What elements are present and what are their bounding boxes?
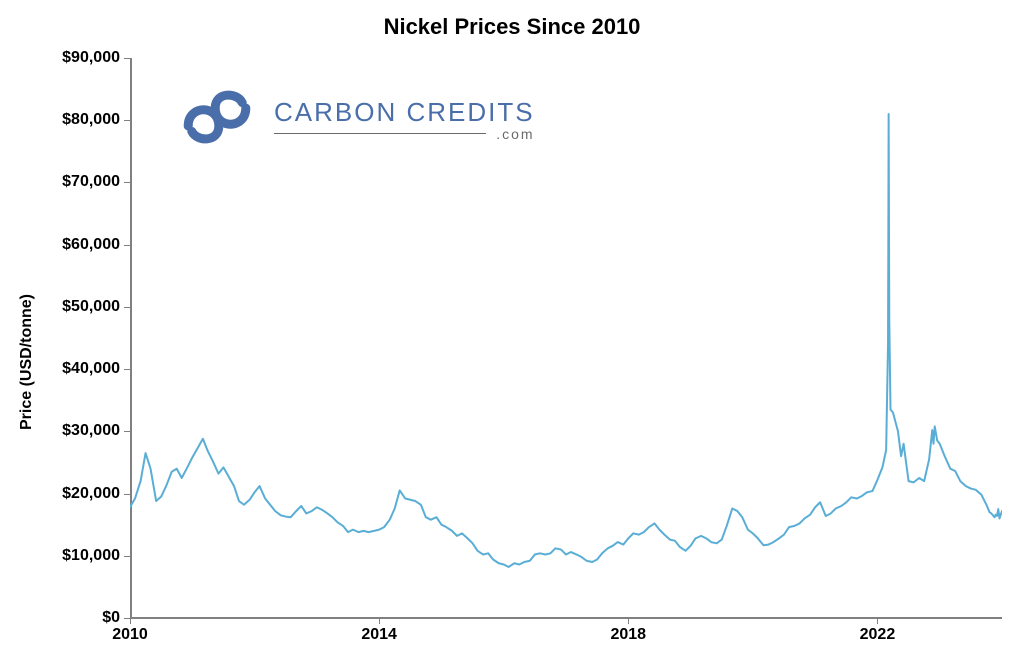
logo-main-text: CARBON CREDITS	[274, 99, 535, 125]
x-tick-label: 2018	[610, 618, 646, 644]
y-tick-label: $80,000	[30, 111, 130, 129]
logo-text: CARBON CREDITS .com	[274, 99, 535, 141]
logo-icon	[172, 90, 262, 149]
logo-rule	[274, 133, 486, 134]
chart-container: Nickel Prices Since 2010 Price (USD/tonn…	[0, 0, 1024, 669]
logo-sub-text: .com	[496, 127, 534, 141]
y-tick-label: $10,000	[30, 547, 130, 565]
x-tick-label: 2010	[112, 618, 148, 644]
chart-title: Nickel Prices Since 2010	[0, 14, 1024, 40]
watermark-logo: CARBON CREDITS .com	[172, 90, 535, 149]
y-tick-label: $90,000	[30, 49, 130, 67]
y-tick-label: $30,000	[30, 422, 130, 440]
y-tick-label: $20,000	[30, 485, 130, 503]
y-tick-label: $70,000	[30, 173, 130, 191]
y-tick-label: $60,000	[30, 236, 130, 254]
series-line	[130, 114, 1002, 567]
y-tick-label: $50,000	[30, 298, 130, 316]
x-tick-label: 2014	[361, 618, 397, 644]
x-tick-label: 2022	[860, 618, 896, 644]
y-tick-label: $40,000	[30, 360, 130, 378]
